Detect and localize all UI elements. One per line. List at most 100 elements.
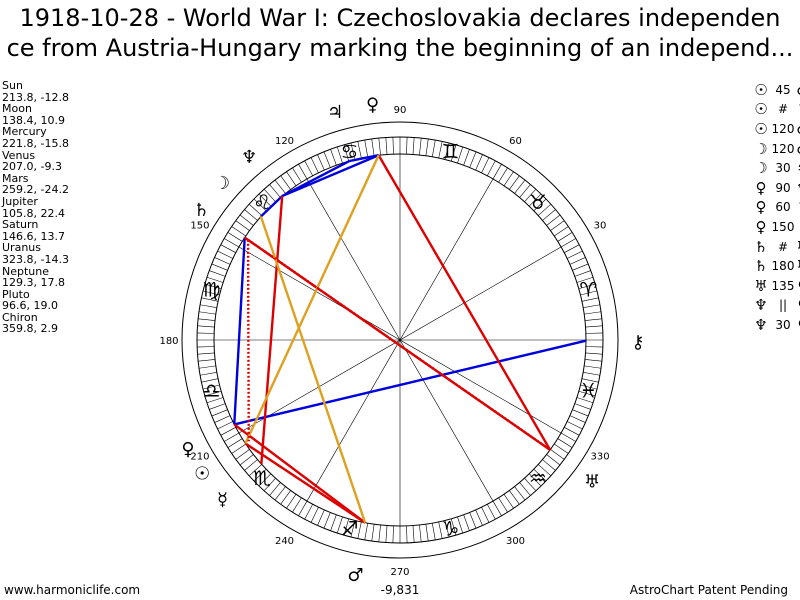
degree-tick (323, 151, 331, 168)
zodiac-sign-icon: ♏ (253, 466, 271, 490)
degree-label: 90 (394, 105, 407, 116)
degree-tick (542, 209, 556, 221)
planet-name: Venus (2, 148, 36, 162)
degree-label: 30 (594, 221, 607, 232)
degree-tick (567, 421, 583, 430)
degree-tick (412, 137, 415, 155)
degree-tick (269, 184, 281, 198)
aspect-row: ♅135♀ (752, 276, 800, 296)
degree-tick (198, 318, 216, 321)
aspect-line (260, 195, 284, 218)
degree-tick (576, 397, 594, 404)
aspect-planet-1: ♀ (755, 198, 767, 217)
degree-tick (432, 523, 436, 540)
zodiac-sign-icon: ♌ (253, 190, 271, 214)
planet-coords: 213.8, -12.8 (2, 90, 69, 104)
degree-tick (554, 443, 569, 454)
degree-tick (406, 137, 408, 155)
degree-tick (569, 415, 586, 423)
aspect-row: ♄ # ♅ (752, 237, 800, 257)
aspect-planet-2: ♂ (796, 81, 800, 99)
degree-tick (364, 523, 368, 540)
planet-coords: 259.2, -24.2 (2, 183, 69, 197)
aspect-planet-1: ♆ (754, 296, 768, 315)
degree-tick (580, 384, 598, 390)
degree-tick (469, 512, 477, 529)
aspect-row: ♀ 150⚷ (752, 217, 800, 237)
zodiac-sign-icon: ♊ (442, 140, 460, 164)
degree-tick (533, 198, 547, 212)
degree-tick (385, 525, 388, 543)
degree-tick (475, 154, 483, 171)
degree-tick (227, 232, 243, 242)
aspect-planet-1: ♆ (754, 315, 768, 334)
degree-tick (560, 238, 576, 248)
planet-glyph-icon: ☽ (214, 173, 230, 194)
planet-name: Mars (2, 171, 29, 185)
degree-tick (204, 283, 222, 290)
zodiac-sign-icon: ♍ (203, 278, 221, 302)
degree-tick (498, 497, 508, 513)
planet-name: Chiron (2, 310, 38, 324)
aspect-angle: 135 (771, 278, 795, 293)
aspect-planet-1: ♀ (755, 178, 767, 197)
degree-tick (557, 232, 573, 242)
planet-glyph-icon: ♂ (347, 565, 363, 586)
degree-tick (580, 290, 598, 296)
degree-tick (350, 142, 356, 160)
degree-tick (557, 438, 573, 448)
degree-tick (425, 138, 429, 156)
degree-tick (244, 459, 258, 471)
degree-tick (197, 332, 215, 334)
degree-tick (406, 525, 408, 543)
degree-tick (524, 478, 537, 492)
aspect-angle: 60 (775, 200, 791, 215)
degree-tick (554, 226, 569, 237)
planet-coords: 96.6, 19.0 (2, 299, 58, 313)
degree-label: 300 (506, 536, 525, 547)
degree-tick (200, 304, 217, 308)
aspect-line (260, 195, 284, 465)
degree-tick (330, 149, 337, 166)
degree-tick (463, 514, 470, 531)
degree-tick (509, 175, 520, 190)
degree-tick (581, 297, 599, 302)
planet-position-list: Sun 213.8, -12.8 Moon 138.4, 10.9 Mercury 221… (2, 80, 69, 335)
degree-tick (371, 524, 375, 542)
degree-tick (567, 250, 583, 259)
aspect-planet-1: ☉ (754, 119, 768, 138)
degree-label: 150 (190, 221, 209, 232)
degree-tick (280, 490, 291, 505)
aspect-planet-2: ♂ (796, 120, 800, 138)
degree-label: 270 (390, 567, 409, 578)
degree-tick (224, 432, 240, 442)
aspect-planet-2: ♀ (796, 296, 800, 314)
aspect-angle: 45 (775, 82, 791, 97)
aspect-angle: 30 (775, 161, 791, 176)
degree-tick (457, 146, 464, 164)
degree-tick (450, 144, 457, 162)
aspect-angle: # (777, 239, 789, 254)
degree-tick (487, 160, 496, 176)
aspect-planet-2: ♅ (796, 257, 800, 275)
aspect-line (247, 238, 548, 449)
degree-tick (202, 290, 220, 296)
planet-coords: 323.8, -14.3 (2, 252, 69, 266)
aspect-row: ♀ 90 ♆ (752, 178, 800, 198)
degree-tick (206, 397, 224, 404)
aspect-planet-2: ♀ (796, 277, 800, 295)
degree-tick (576, 276, 594, 283)
degree-tick (248, 464, 262, 477)
aspect-angle: 150 (771, 219, 795, 234)
degree-tick (378, 138, 381, 156)
planet-name: Moon (2, 102, 32, 116)
degree-tick (481, 507, 490, 523)
aspect-planet-2: ♄ (796, 100, 800, 118)
planet-glyph-icon: ♃ (327, 102, 343, 123)
aspect-list: ☉45♂☉#♄☉120♂☽120♂☽30♃♀90♆♀60♄♀150⚷♄#♅♄18… (752, 80, 800, 335)
degree-tick (350, 520, 356, 538)
aspect-line (281, 159, 350, 198)
planet-name: Sun (2, 79, 23, 92)
aspect-planet-2: ⚷ (796, 218, 800, 236)
degree-tick (211, 409, 228, 417)
